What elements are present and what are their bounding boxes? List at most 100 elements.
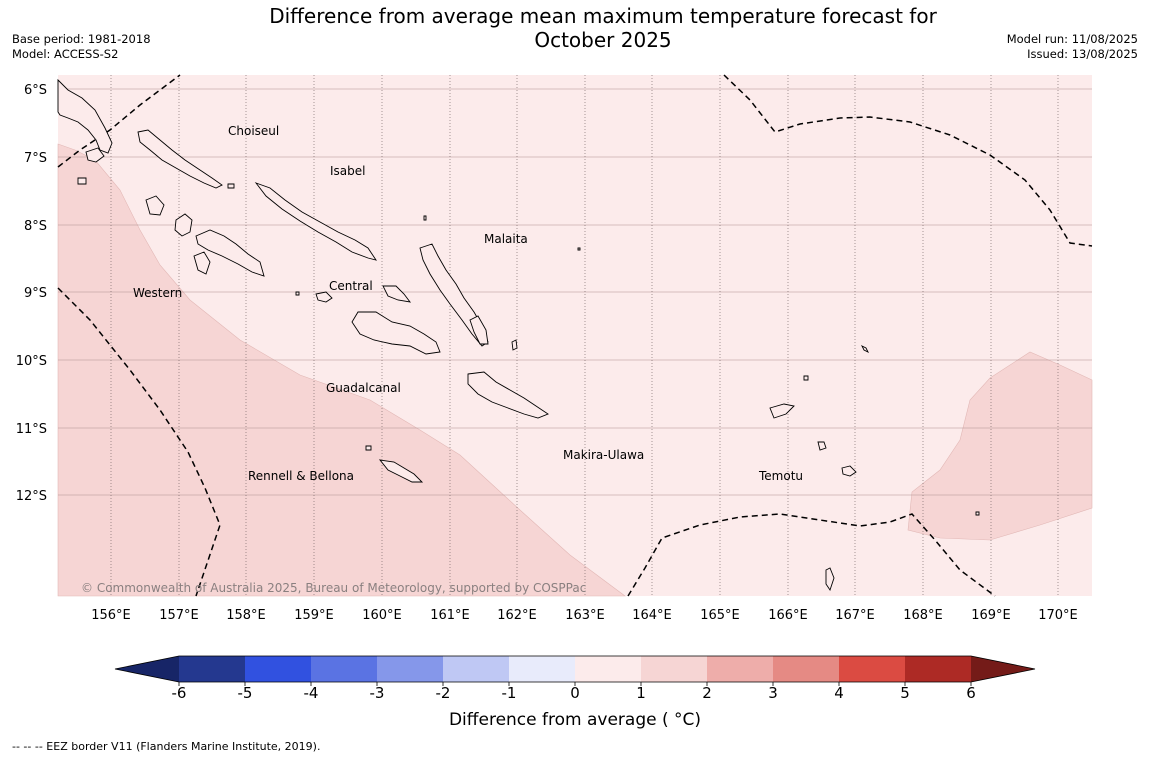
duff-island: [803, 375, 809, 381]
anomaly-zone-west: [57, 143, 626, 597]
lat-label: 6°S: [24, 83, 47, 98]
colorbar-bin: [443, 656, 509, 682]
guadalcanal-island: [351, 311, 441, 355]
title-line-1: Difference from average mean maximum tem…: [269, 4, 937, 28]
colorbar-tick: -6: [171, 684, 187, 702]
colorbar-tick: -1: [501, 684, 517, 702]
colorbar-tick: 1: [636, 684, 646, 702]
small-island-c: [295, 291, 300, 296]
colorbar-bin: [179, 656, 245, 682]
colorbar-tick: 6: [966, 684, 976, 702]
kolombangara-island: [145, 195, 165, 216]
vanikoro-island: [841, 465, 857, 477]
colorbar-tick: -5: [237, 684, 253, 702]
meta-left: Base period: 1981-2018 Model: ACCESS-S2: [12, 32, 151, 62]
lon-label: 162°E: [497, 608, 537, 623]
model-text: Model: ACCESS-S2: [12, 47, 119, 61]
lat-label: 9°S: [24, 286, 47, 301]
colorbar-bin: [707, 656, 773, 682]
reef-islands: [860, 344, 870, 354]
colorbar-bin: [377, 656, 443, 682]
lat-label: 11°S: [16, 422, 47, 437]
islands: [57, 78, 980, 592]
eez-border: [57, 74, 1093, 597]
colorbar-under-extend: [115, 656, 179, 682]
colorbar-bin: [641, 656, 707, 682]
lon-label: 169°E: [971, 608, 1011, 623]
choiseul-island: [137, 129, 223, 189]
lat-grid: [58, 88, 1092, 496]
lon-labels: 156°E 157°E 158°E 159°E 160°E 161°E 162°…: [91, 608, 1078, 623]
region-label-western: Western: [133, 286, 182, 300]
colorbar-bin: [311, 656, 377, 682]
lon-label: 170°E: [1038, 608, 1078, 623]
lat-label: 8°S: [24, 219, 47, 234]
region-label-rennell-bellona: Rennell & Bellona: [248, 469, 354, 483]
colorbar-tick: -2: [435, 684, 451, 702]
anuta-island: [975, 511, 980, 516]
lon-label: 164°E: [632, 608, 672, 623]
footer-note: -- -- -- EEZ border V11 (Flanders Marine…: [12, 740, 321, 753]
title-line-2: October 2025: [534, 28, 672, 52]
colorbar-tick: 0: [570, 684, 580, 702]
santa-cruz-island: [769, 403, 795, 419]
lat-label: 12°S: [16, 489, 47, 504]
rennell-island: [378, 459, 424, 483]
bellona-island: [365, 445, 372, 451]
colorbar-tick: 2: [702, 684, 712, 702]
lon-label: 165°E: [700, 608, 740, 623]
meta-right: Model run: 11/08/2025 Issued: 13/08/2025: [1007, 32, 1138, 62]
makira-island: [467, 371, 549, 419]
nggela-island: [382, 285, 412, 303]
lat-labels: 6°S 7°S 8°S 9°S 10°S 11°S 12°S: [16, 83, 47, 504]
region-label-makira-ulawa: Makira-Ulawa: [563, 448, 644, 462]
lon-label: 163°E: [565, 608, 605, 623]
colorbar-title: Difference from average ( °C): [448, 710, 702, 730]
lon-label: 156°E: [91, 608, 131, 623]
region-label-guadalcanal: Guadalcanal: [326, 381, 401, 395]
colorbar: [114, 655, 1036, 686]
treasury-island: [77, 177, 87, 185]
lon-label: 158°E: [226, 608, 266, 623]
colorbar-bin: [839, 656, 905, 682]
colorbar-bin: [773, 656, 839, 682]
shortland-island: [85, 147, 105, 163]
colorbar-tick: -3: [369, 684, 385, 702]
vangunu-island: [195, 229, 265, 277]
colorbar-bin: [575, 656, 641, 682]
lon-label: 168°E: [903, 608, 943, 623]
lon-label: 167°E: [835, 608, 875, 623]
base-period-text: Base period: 1981-2018: [12, 32, 151, 46]
small-island-b: [227, 183, 235, 189]
region-label-isabel: Isabel: [330, 164, 365, 178]
colorbar-over-extend: [971, 656, 1035, 682]
small-malaita-island: [469, 315, 489, 345]
lon-label: 160°E: [362, 608, 402, 623]
region-label-temotu: Temotu: [758, 469, 803, 483]
new-georgia-island: [174, 213, 193, 237]
anomaly-zone-east: [907, 351, 1093, 541]
small-island-a: [423, 215, 427, 221]
tikopia-island: [825, 567, 835, 592]
region-labels: Choiseul Isabel Malaita Western Central …: [133, 124, 803, 483]
ulawa-island: [511, 339, 518, 351]
rendova-island: [193, 251, 211, 275]
colorbar-tick: 5: [900, 684, 910, 702]
lat-label: 10°S: [16, 354, 47, 369]
issued-text: Issued: 13/08/2025: [1027, 47, 1138, 61]
lon-label: 161°E: [430, 608, 470, 623]
region-label-choiseul: Choiseul: [228, 124, 279, 138]
colorbar-bin: [509, 656, 575, 682]
model-run-text: Model run: 11/08/2025: [1006, 32, 1138, 46]
savo-island: [315, 291, 333, 303]
isabel-island: [254, 182, 378, 261]
region-label-malaita: Malaita: [484, 232, 528, 246]
utupua-island: [817, 441, 827, 451]
region-label-central: Central: [329, 279, 373, 293]
sikaiana-island: [577, 247, 581, 251]
colorbar-bin: [245, 656, 311, 682]
lat-label: 7°S: [24, 151, 47, 166]
colorbar-bin: [905, 656, 971, 682]
chart-title: Difference from average mean maximum tem…: [200, 4, 1006, 52]
